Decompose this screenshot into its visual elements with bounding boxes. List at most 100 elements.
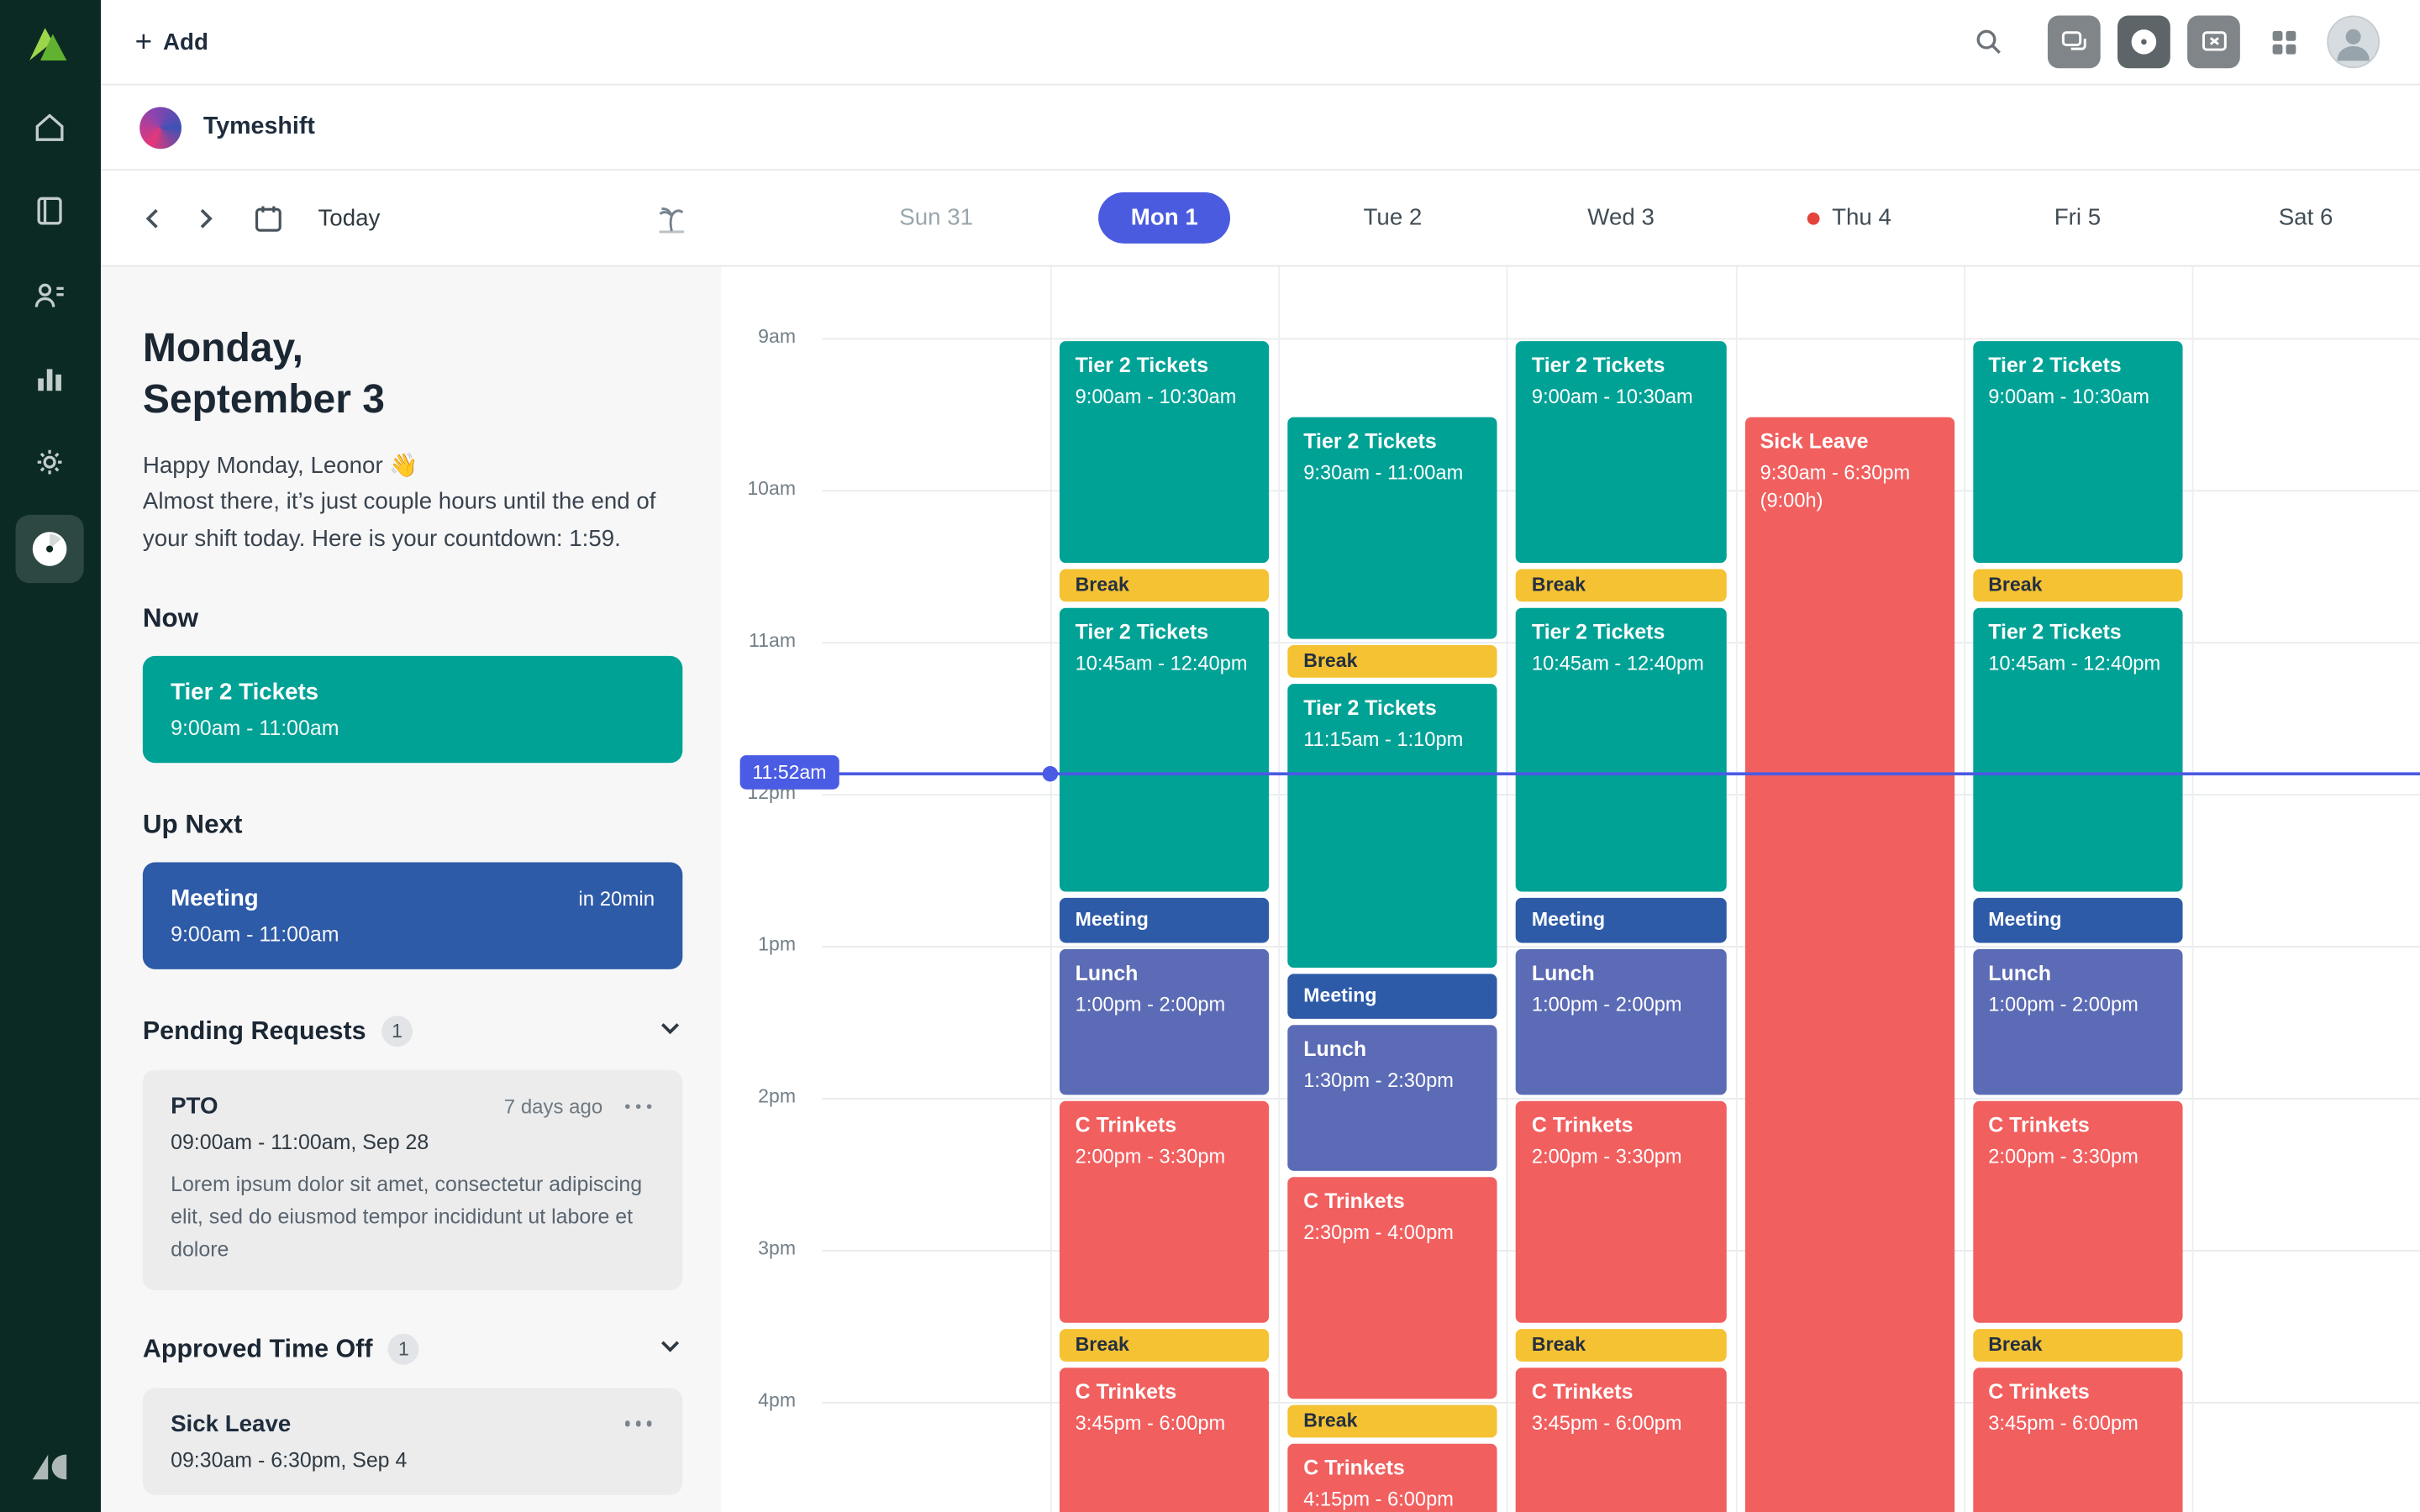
chevron-left-icon[interactable] xyxy=(139,204,167,232)
event-card-tier-2-tickets[interactable]: Tier 2 Tickets 9:00am - 10:30am xyxy=(1060,341,1270,564)
event-card-tier-2-tickets[interactable]: Tier 2 Tickets 9:00am - 10:30am xyxy=(1516,341,1726,564)
day-header-fri[interactable]: Fri 5 xyxy=(1964,171,2191,265)
event-card-c-trinkets[interactable]: C Trinkets 2:00pm - 3:30pm xyxy=(1060,1100,1270,1323)
time-off-icon[interactable] xyxy=(653,201,687,235)
event-card-tier-2-tickets[interactable]: Tier 2 Tickets 10:45am - 12:40pm xyxy=(1516,606,1726,893)
event-card-sick-leave[interactable]: Sick Leave 9:30am - 6:30pm (9:00h) xyxy=(1744,417,1954,1512)
apps-grid-icon[interactable] xyxy=(2257,15,2310,68)
nav-sidebar xyxy=(0,0,101,1512)
upnext-event-card[interactable]: Meeting in 20min 9:00am - 11:00am xyxy=(142,862,683,969)
settings-icon[interactable] xyxy=(33,445,67,480)
event-title: Tier 2 Tickets xyxy=(171,679,319,706)
search-icon[interactable] xyxy=(1962,15,2015,68)
chat-icon[interactable] xyxy=(2047,15,2101,69)
event-card-meeting[interactable]: Meeting xyxy=(1972,898,2183,943)
chevron-down-icon[interactable] xyxy=(658,1016,683,1048)
event-card-c-trinkets[interactable]: C Trinkets 2:30pm - 4:00pm xyxy=(1287,1177,1498,1399)
event-card-tier-2-tickets[interactable]: Tier 2 Tickets 11:15am - 1:10pm xyxy=(1287,683,1498,969)
day-gridline xyxy=(1735,266,1737,1512)
event-card-lunch[interactable]: Lunch 1:30pm - 2:30pm xyxy=(1287,1025,1498,1171)
section-title: Pending Requests xyxy=(142,1016,366,1045)
now-heading: Now xyxy=(142,602,199,633)
event-card-break[interactable]: Break xyxy=(1287,645,1498,677)
now-event-card[interactable]: Tier 2 Tickets 9:00am - 11:00am xyxy=(142,655,683,763)
event-card-c-trinkets[interactable]: C Trinkets 3:45pm - 6:00pm xyxy=(1060,1367,1270,1512)
event-card-c-trinkets[interactable]: C Trinkets 2:00pm - 3:30pm xyxy=(1516,1100,1726,1323)
event-card-break[interactable]: Break xyxy=(1516,569,1726,601)
pending-request-card[interactable]: PTO 7 days ago 09:00am - 11:00am, Sep 28… xyxy=(142,1069,683,1290)
reports-icon[interactable] xyxy=(33,361,67,396)
event-card-break[interactable]: Break xyxy=(1516,1329,1726,1361)
day-header-mon[interactable]: Mon 1 xyxy=(1050,171,1278,265)
user-avatar[interactable] xyxy=(2327,15,2380,69)
day-header-wed[interactable]: Wed 3 xyxy=(1507,171,1734,265)
time-label: 11am xyxy=(749,629,797,652)
sidebar-item-tymeshift[interactable] xyxy=(15,514,84,584)
home-icon[interactable] xyxy=(33,110,67,144)
event-title: C Trinkets xyxy=(1075,1113,1177,1137)
day-header-thu[interactable]: Thu 4 xyxy=(1735,171,1963,265)
event-card-break[interactable]: Break xyxy=(1972,1329,2183,1361)
event-card-meeting[interactable]: Meeting xyxy=(1287,974,1498,1019)
people-icon[interactable] xyxy=(33,277,67,312)
event-time: 3:45pm - 6:00pm xyxy=(1988,1410,2139,1435)
event-card-lunch[interactable]: Lunch 1:00pm - 2:00pm xyxy=(1972,948,2183,1095)
day-gridline xyxy=(1507,266,1509,1512)
day-gridline xyxy=(1278,266,1281,1512)
current-time-badge: 11:52am xyxy=(739,754,839,790)
event-title: Tier 2 Tickets xyxy=(1531,353,1665,377)
day-header-tue[interactable]: Tue 2 xyxy=(1279,171,1507,265)
event-card-break[interactable]: Break xyxy=(1972,569,2183,601)
event-title: Break xyxy=(1988,573,2043,596)
day-header-sun[interactable]: Sun 31 xyxy=(822,171,1050,265)
day-header-label: Sat 6 xyxy=(2278,204,2333,232)
kebab-menu-icon[interactable] xyxy=(621,1097,655,1115)
event-title: Tier 2 Tickets xyxy=(1303,696,1437,719)
current-time-line xyxy=(829,772,2420,775)
event-card-break[interactable]: Break xyxy=(1060,569,1270,601)
tymeshift-icon[interactable] xyxy=(2118,15,2170,69)
event-card-c-trinkets[interactable]: C Trinkets 3:45pm - 6:00pm xyxy=(1516,1367,1726,1512)
calendar-icon[interactable] xyxy=(253,202,284,234)
event-card-break[interactable]: Break xyxy=(1060,1329,1270,1361)
event-card-c-trinkets[interactable]: C Trinkets 4:15pm - 6:00pm xyxy=(1287,1442,1498,1512)
event-card-meeting[interactable]: Meeting xyxy=(1060,898,1270,943)
event-card-meeting[interactable]: Meeting xyxy=(1516,898,1726,943)
event-card-tier-2-tickets[interactable]: Tier 2 Tickets 10:45am - 12:40pm xyxy=(1060,606,1270,893)
event-title: Meeting xyxy=(171,885,259,912)
event-card-break[interactable]: Break xyxy=(1287,1404,1498,1437)
event-card-tier-2-tickets[interactable]: Tier 2 Tickets 10:45am - 12:40pm xyxy=(1972,606,2183,893)
event-title: Break xyxy=(1303,1409,1358,1431)
event-card-tier-2-tickets[interactable]: Tier 2 Tickets 9:30am - 11:00am xyxy=(1287,417,1498,639)
chevron-right-icon[interactable] xyxy=(191,204,218,232)
event-title: Break xyxy=(1531,573,1586,596)
day-header-label: Fri 5 xyxy=(2054,204,2102,232)
zendesk-icon[interactable] xyxy=(31,1452,70,1490)
add-button-label: Add xyxy=(163,29,208,55)
day-header-sat[interactable]: Sat 6 xyxy=(2191,171,2419,265)
event-card-lunch[interactable]: Lunch 1:00pm - 2:00pm xyxy=(1516,948,1726,1095)
request-time: 09:00am - 11:00am, Sep 28 xyxy=(171,1130,429,1154)
event-title: Tier 2 Tickets xyxy=(1075,353,1209,377)
event-card-lunch[interactable]: Lunch 1:00pm - 2:00pm xyxy=(1060,948,1270,1095)
day-gridline xyxy=(1050,266,1052,1512)
today-button[interactable]: Today xyxy=(318,204,381,232)
timeoff-title: Sick Leave xyxy=(171,1410,292,1437)
tymeshift-brand-avatar xyxy=(139,106,182,149)
hour-gridline xyxy=(822,946,2420,948)
event-title: Lunch xyxy=(1075,961,1139,985)
brand-name: Tymeshift xyxy=(203,113,315,140)
event-card-tier-2-tickets[interactable]: Tier 2 Tickets 9:00am - 10:30am xyxy=(1972,341,2183,564)
event-time: 2:00pm - 3:30pm xyxy=(1531,1144,1682,1168)
main-column: + Add xyxy=(101,0,2420,1512)
message-x-icon[interactable] xyxy=(2187,15,2240,69)
event-card-c-trinkets[interactable]: C Trinkets 3:45pm - 6:00pm xyxy=(1972,1367,2183,1512)
chevron-down-icon[interactable] xyxy=(658,1333,683,1366)
event-card-c-trinkets[interactable]: C Trinkets 2:00pm - 3:30pm xyxy=(1972,1100,2183,1323)
add-button[interactable]: + Add xyxy=(123,18,221,66)
event-time: 2:30pm - 4:00pm xyxy=(1303,1221,1454,1245)
docs-icon[interactable] xyxy=(33,194,67,228)
kebab-menu-icon[interactable] xyxy=(621,1415,655,1432)
event-time: 2:00pm - 3:30pm xyxy=(1075,1144,1226,1168)
approved-timeoff-card[interactable]: Sick Leave 09:30am - 6:30pm, Sep 4 xyxy=(142,1387,683,1494)
